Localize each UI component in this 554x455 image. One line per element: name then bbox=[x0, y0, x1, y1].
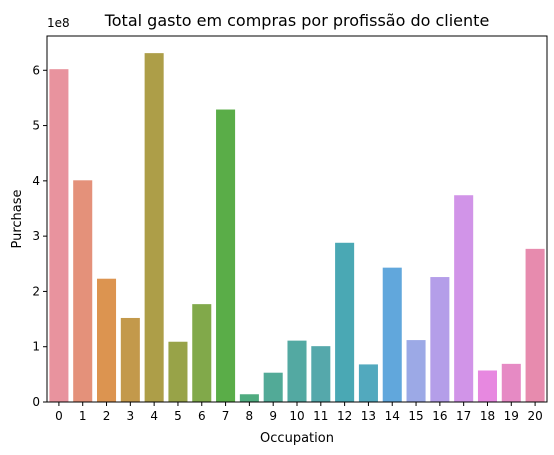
x-tick-label: 2 bbox=[103, 409, 111, 423]
x-tick-label: 13 bbox=[361, 409, 376, 423]
bar-occupation-6 bbox=[192, 304, 211, 402]
x-tick-label: 16 bbox=[432, 409, 447, 423]
y-tick-label: 4 bbox=[32, 174, 40, 188]
bar-occupation-19 bbox=[502, 364, 521, 402]
y-tick-label: 2 bbox=[32, 284, 40, 298]
bar-occupation-7 bbox=[216, 110, 235, 402]
x-tick-label: 19 bbox=[504, 409, 519, 423]
x-tick-label: 9 bbox=[269, 409, 277, 423]
bar-occupation-9 bbox=[264, 373, 283, 402]
bar-occupation-18 bbox=[478, 370, 497, 402]
x-tick-label: 8 bbox=[246, 409, 254, 423]
x-tick-label: 5 bbox=[174, 409, 182, 423]
bar-occupation-17 bbox=[454, 195, 473, 402]
x-tick-label: 0 bbox=[55, 409, 63, 423]
x-tick-label: 3 bbox=[127, 409, 135, 423]
bar-occupation-11 bbox=[311, 346, 330, 402]
x-tick-label: 18 bbox=[480, 409, 495, 423]
bar-occupation-12 bbox=[335, 243, 354, 402]
x-tick-label: 7 bbox=[222, 409, 230, 423]
x-tick-label: 14 bbox=[385, 409, 400, 423]
y-tick-label: 5 bbox=[32, 119, 40, 133]
y-tick-label: 0 bbox=[32, 395, 40, 409]
x-tick-label: 6 bbox=[198, 409, 206, 423]
bar-occupation-20 bbox=[526, 249, 545, 402]
x-tick-label: 12 bbox=[337, 409, 352, 423]
bar-occupation-8 bbox=[240, 394, 259, 402]
x-tick-label: 15 bbox=[408, 409, 423, 423]
x-tick-label: 10 bbox=[289, 409, 304, 423]
y-offset-text: 1e8 bbox=[47, 16, 70, 30]
chart-title: Total gasto em compras por profissão do … bbox=[104, 11, 490, 30]
y-axis-label: Purchase bbox=[10, 189, 25, 248]
x-tick-label: 4 bbox=[150, 409, 158, 423]
x-axis-ticks: 0 1 2 3 4 5 6 7 8 9 10 11 12 13 14 15 16 17 18 19 20 bbox=[55, 402, 543, 423]
bar-occupation-1 bbox=[73, 180, 92, 402]
bar-occupation-10 bbox=[287, 341, 306, 402]
bar-occupation-2 bbox=[97, 279, 116, 402]
bar-occupation-16 bbox=[430, 277, 449, 402]
y-axis-ticks: 0 1 2 3 4 5 6 bbox=[32, 63, 47, 409]
x-tick-label: 17 bbox=[456, 409, 471, 423]
bar-occupation-5 bbox=[168, 342, 187, 402]
bar-occupation-15 bbox=[407, 340, 426, 402]
x-tick-label: 11 bbox=[313, 409, 328, 423]
bar-occupation-4 bbox=[145, 53, 164, 402]
y-tick-label: 3 bbox=[32, 229, 40, 243]
bar-occupation-14 bbox=[383, 268, 402, 402]
x-axis-label: Occupation bbox=[260, 431, 334, 446]
x-tick-label: 20 bbox=[527, 409, 542, 423]
bars-group bbox=[49, 53, 544, 402]
bar-occupation-3 bbox=[121, 318, 140, 402]
y-tick-label: 1 bbox=[32, 340, 40, 354]
bar-occupation-13 bbox=[359, 364, 378, 402]
bar-occupation-0 bbox=[49, 69, 68, 402]
x-tick-label: 1 bbox=[79, 409, 87, 423]
y-tick-label: 6 bbox=[32, 63, 40, 77]
